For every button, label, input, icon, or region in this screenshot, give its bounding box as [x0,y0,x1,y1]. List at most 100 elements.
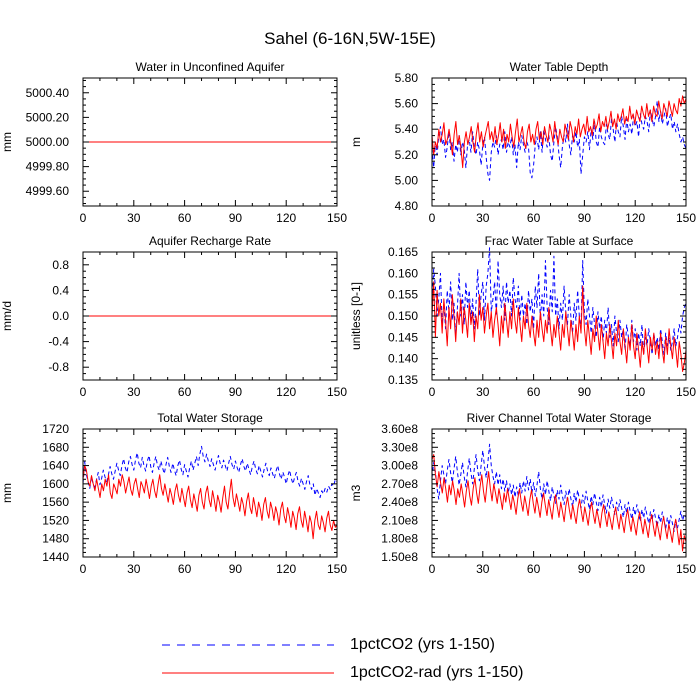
y-tick-label: 5.80 [395,71,419,85]
x-tick-label: 90 [229,562,243,576]
x-tick-label: 30 [476,562,490,576]
y-tick-label: 0.140 [388,352,418,366]
y-tick-label: 0.8 [52,258,69,272]
y-tick-label: 1480 [42,532,69,546]
series-1pctco2 [431,247,687,355]
panel-title: River Channel Total Water Storage [467,411,652,425]
y-tick-label: 4999.60 [26,184,70,198]
y-tick-label: 0.160 [388,266,418,280]
y-axis-label: m [349,137,363,147]
y-tick-label: 5000.20 [26,110,70,124]
panel-title: Aquifer Recharge Rate [149,234,271,248]
panel-1: Water Table Depth m 0 30 60 90 120 150 4.80 5.00 5… [349,60,696,225]
y-tick-label: 5000.00 [26,135,70,149]
panel-title: Water Table Depth [510,60,609,74]
y-tick-label: 0.165 [388,245,418,259]
x-tick-label: 120 [625,211,645,225]
y-tick-label: 4.80 [395,199,419,213]
y-tick-label: 1440 [42,550,69,564]
panel-title: Water in Unconfined Aquifer [136,60,285,74]
y-tick-label: 3.00e8 [381,459,418,473]
series-1pctco2 [431,443,687,532]
x-tick-label: 30 [127,211,141,225]
y-tick-label: 3.30e8 [381,440,418,454]
y-axis-label: unitless [0-1] [349,282,363,350]
x-tick-label: 0 [80,211,87,225]
x-tick-label: 90 [229,385,243,399]
x-tick-label: 120 [625,562,645,576]
x-tick-label: 0 [429,562,436,576]
series-1pctco2-rad [431,454,687,552]
legend-line-1pctco2-rad-icon [162,672,334,674]
x-tick-label: 90 [578,211,592,225]
panel-5: River Channel Total Water Storage m3 0 30 60… [349,411,696,576]
y-tick-label: 0.145 [388,330,418,344]
x-tick-label: 60 [178,385,192,399]
x-tick-label: 0 [429,385,436,399]
x-tick-label: 150 [327,211,347,225]
x-tick-label: 120 [276,385,296,399]
y-tick-label: 0.0 [52,309,69,323]
y-axis-label: mm [0,483,14,503]
x-tick-label: 0 [429,211,436,225]
series-1pctco2-rad [82,465,338,540]
legend: 1pctCO2 (yrs 1-150) 1pctCO2-rad (yrs 1-1… [160,636,540,692]
x-tick-label: 120 [276,211,296,225]
y-tick-label: 2.10e8 [381,513,418,527]
panel-2: Aquifer Recharge Rate mm/d 0 30 60 90 120 150 -0… [0,234,347,399]
x-tick-label: 30 [127,562,141,576]
x-tick-label: 60 [178,211,192,225]
y-tick-label: 4999.80 [26,160,70,174]
x-tick-label: 0 [80,385,87,399]
series-1pctco2 [431,100,687,181]
y-tick-label: 1720 [42,422,69,436]
panel-title: Frac Water Table at Surface [485,234,634,248]
x-tick-label: 30 [476,385,490,399]
x-tick-label: 30 [127,385,141,399]
y-tick-label: 3.60e8 [381,422,418,436]
y-tick-label: 1600 [42,477,69,491]
panel-4: Total Water Storage mm 0 30 60 90 120 150 1440 14… [0,411,347,576]
panel-0: Water in Unconfined Aquifer mm 0 30 60 90 120 1… [0,60,347,225]
x-tick-label: 150 [676,385,696,399]
y-tick-label: 5.20 [395,148,419,162]
x-tick-label: 120 [276,562,296,576]
y-tick-label: 5.00 [395,173,419,187]
y-tick-label: 0.150 [388,309,418,323]
panel-grid: Water in Unconfined Aquifer mm 0 30 60 90 120 1… [0,60,696,576]
y-tick-label: 5000.40 [26,86,70,100]
x-tick-label: 90 [229,211,243,225]
y-tick-label: 1680 [42,440,69,454]
y-tick-label: 1560 [42,495,69,509]
y-tick-label: 5.60 [395,97,419,111]
x-tick-label: 90 [578,562,592,576]
y-tick-label: 0.155 [388,288,418,302]
y-tick-label: -0.4 [48,335,69,349]
series-1pctco2-rad [431,281,687,372]
legend-line-1pctco2-icon [162,644,334,646]
y-tick-label: 2.70e8 [381,477,418,491]
y-tick-label: 1640 [42,459,69,473]
y-tick-label: 1.80e8 [381,532,418,546]
y-axis-label: mm/d [0,301,14,331]
y-tick-label: -0.8 [48,360,69,374]
x-tick-label: 150 [676,211,696,225]
plot-frame [431,77,687,207]
x-tick-label: 150 [327,562,347,576]
y-axis-label: m3 [349,484,363,501]
y-tick-label: 2.40e8 [381,495,418,509]
x-tick-label: 30 [476,211,490,225]
x-tick-label: 60 [527,562,541,576]
x-tick-label: 150 [676,562,696,576]
panel-3: Frac Water Table at Surface unitless [0-1… [349,234,696,399]
figure-title: Sahel (6-16N,5W-15E) [264,29,436,48]
y-tick-label: 0.135 [388,373,418,387]
legend-label-1pctco2: 1pctCO2 (yrs 1-150) [350,636,495,653]
y-tick-label: 1520 [42,513,69,527]
x-tick-label: 90 [578,385,592,399]
plot-frame [82,428,338,558]
series-1pctco2 [82,445,338,499]
x-tick-label: 0 [80,562,87,576]
y-axis-label: mm [0,132,14,152]
panel-title: Total Water Storage [157,411,263,425]
